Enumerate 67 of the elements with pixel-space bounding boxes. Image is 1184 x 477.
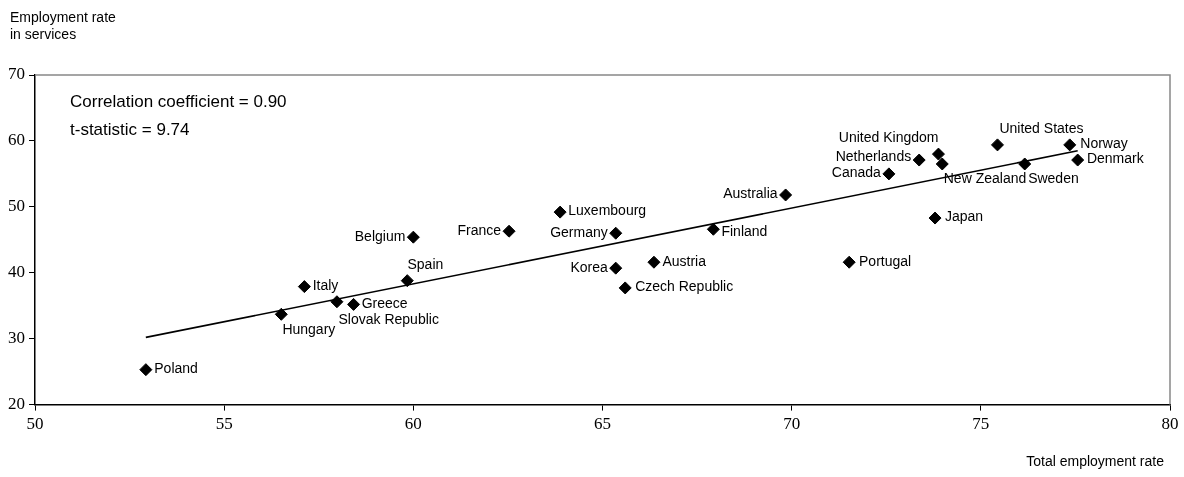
series-label: New Zealand xyxy=(943,170,1027,187)
series-label: Czech Republic xyxy=(635,278,734,295)
annotation: t-statistic = 9.74 xyxy=(70,119,190,139)
point xyxy=(1071,153,1085,167)
point xyxy=(779,188,793,202)
series-label: Norway xyxy=(1080,135,1128,152)
series-label: Netherlands xyxy=(835,148,912,165)
point xyxy=(928,211,942,225)
series-label: Spain xyxy=(407,256,444,273)
y-tick-label: 50 xyxy=(8,196,25,216)
point xyxy=(347,297,361,311)
point xyxy=(1018,157,1032,171)
point xyxy=(330,295,344,309)
series-label: Sweden xyxy=(1028,170,1079,187)
annotation: Correlation coefficient = 0.90 xyxy=(70,91,287,111)
x-axis-title: Total employment rate xyxy=(1026,453,1165,470)
series-label: Luxembourg xyxy=(568,202,647,219)
y-axis-title: Employment rate in services xyxy=(10,8,117,42)
point xyxy=(990,138,1004,152)
series-label: Poland xyxy=(154,360,198,377)
point xyxy=(139,363,153,377)
series-label: France xyxy=(457,221,502,238)
x-tick-label: 75 xyxy=(972,414,990,434)
series-label: United Kingdom xyxy=(838,129,939,146)
series-label: Slovak Republic xyxy=(338,311,439,328)
series-label: Japan xyxy=(944,208,984,225)
y-tick-label: 20 xyxy=(8,394,25,414)
series-label: Belgium xyxy=(354,227,406,244)
series-label: Denmark xyxy=(1086,150,1145,167)
point xyxy=(609,226,623,240)
x-tick-label: 65 xyxy=(594,414,611,434)
point xyxy=(882,167,896,181)
point xyxy=(502,224,516,238)
point xyxy=(400,274,414,288)
point xyxy=(842,255,856,269)
series-label: Australia xyxy=(723,185,778,202)
point xyxy=(609,261,623,275)
x-tick-label: 70 xyxy=(783,414,801,434)
point xyxy=(406,230,420,244)
point xyxy=(935,157,949,171)
point xyxy=(297,280,311,294)
point xyxy=(706,222,720,236)
point xyxy=(553,205,567,219)
y-tick-label: 40 xyxy=(8,262,25,282)
point xyxy=(274,307,288,321)
series-label: United States xyxy=(999,120,1084,137)
point xyxy=(1063,138,1077,152)
series-label: Italy xyxy=(312,276,339,293)
point xyxy=(647,255,661,269)
series-label: Austria xyxy=(662,252,707,269)
series-label: Finland xyxy=(721,222,768,239)
series-label: Greece xyxy=(361,294,408,311)
series-label: Canada xyxy=(831,164,882,181)
x-tick-label: 50 xyxy=(26,414,44,434)
point xyxy=(618,281,632,295)
point xyxy=(912,153,926,167)
y-tick-label: 70 xyxy=(8,64,25,84)
x-tick-label: 60 xyxy=(404,414,422,434)
x-tick-label: 80 xyxy=(1161,414,1179,434)
series-label: Hungary xyxy=(282,320,336,337)
series-label: Korea xyxy=(570,258,608,275)
x-tick-label: 55 xyxy=(215,414,233,434)
series-label: Portugal xyxy=(859,252,912,269)
series-label: Germany xyxy=(550,223,608,240)
point xyxy=(931,147,945,161)
y-tick-label: 60 xyxy=(8,130,25,150)
y-tick-label: 30 xyxy=(8,328,25,348)
